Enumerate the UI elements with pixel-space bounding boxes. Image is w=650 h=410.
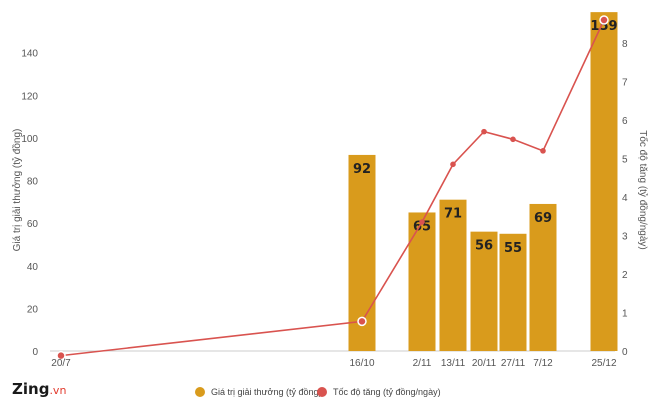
- bar-value-label: 69: [534, 211, 552, 226]
- y-right-tick-label: 1: [622, 309, 628, 320]
- y-left-ticks: 0 20 40 60 80 100 120 140: [21, 49, 38, 358]
- legend-line-swatch: [317, 387, 327, 397]
- line-points: [56, 15, 609, 361]
- y-left-tick-label: 100: [21, 134, 38, 145]
- bar: [439, 199, 467, 351]
- y-right-tick-label: 7: [622, 78, 628, 89]
- brand-logo: Zing.vn: [12, 380, 66, 398]
- legend-line-label: Tốc độ tăng (tỷ đồng/ngày): [333, 387, 441, 397]
- line-point: [481, 128, 487, 135]
- y-left-tick-label: 80: [27, 177, 39, 188]
- bar-value-label: 55: [504, 241, 522, 256]
- y-left-tick-label: 40: [27, 262, 39, 273]
- bar-value-label: 56: [475, 239, 493, 254]
- y-right-tick-label: 2: [622, 270, 628, 281]
- line-point: [357, 316, 367, 327]
- line-point: [419, 219, 425, 225]
- x-tick-label: 13/11: [441, 358, 466, 369]
- y-left-tick-label: 0: [32, 347, 38, 358]
- line-point: [56, 350, 66, 361]
- x-tick-label: 27/11: [501, 358, 526, 369]
- line-point: [510, 136, 516, 143]
- x-tick-label: 2/11: [413, 358, 432, 369]
- bar-series: [348, 12, 618, 351]
- y-right-axis-title: Tốc độ tăng (tỷ đồng/ngày): [637, 130, 649, 250]
- line-point: [599, 15, 609, 25]
- x-tick-label: 7/12: [533, 358, 553, 369]
- y-left-tick-label: 60: [27, 219, 39, 230]
- brand-tld: .vn: [49, 384, 67, 397]
- bar-value-label: 71: [444, 207, 462, 222]
- y-right-tick-label: 3: [622, 232, 628, 243]
- bar-value-label: 159: [590, 19, 617, 34]
- legend: Giá trị giải thưởng (tỷ đồng) Tốc độ tăn…: [195, 387, 441, 397]
- y-left-tick-label: 20: [27, 304, 39, 315]
- y-right-tick-label: 6: [622, 116, 628, 127]
- y-left-axis-title: Giá trị giải thưởng (tỷ đồng): [11, 129, 23, 252]
- line-point: [540, 148, 546, 154]
- bar: [590, 12, 618, 351]
- bar: [529, 203, 557, 351]
- x-ticks: 20/7 16/10 2/11 13/11 20/11 27/11 7/12 25/12: [51, 358, 617, 369]
- brand-name: Zing: [12, 380, 50, 398]
- y-left-tick-label: 120: [21, 91, 38, 102]
- y-left-tick-label: 140: [21, 49, 38, 60]
- bar-value-label: 92: [353, 162, 371, 177]
- legend-bar-swatch: [195, 387, 205, 397]
- line-series: [60, 19, 605, 357]
- line-point: [450, 161, 456, 168]
- y-right-tick-label: 5: [622, 155, 628, 166]
- legend-bar-label: Giá trị giải thưởng (tỷ đồng): [211, 387, 321, 397]
- bar: [470, 231, 498, 351]
- x-tick-label: 20/7: [51, 358, 71, 369]
- y-right-tick-label: 4: [622, 193, 628, 204]
- x-tick-label: 20/11: [472, 358, 497, 369]
- x-tick-label: 16/10: [349, 358, 374, 369]
- y-right-tick-label: 0: [622, 347, 628, 358]
- y-right-ticks: 0 1 2 3 4 5 6 7 8: [622, 39, 628, 358]
- y-right-tick-label: 8: [622, 39, 628, 50]
- x-tick-label: 25/12: [591, 358, 616, 369]
- bar: [499, 233, 527, 351]
